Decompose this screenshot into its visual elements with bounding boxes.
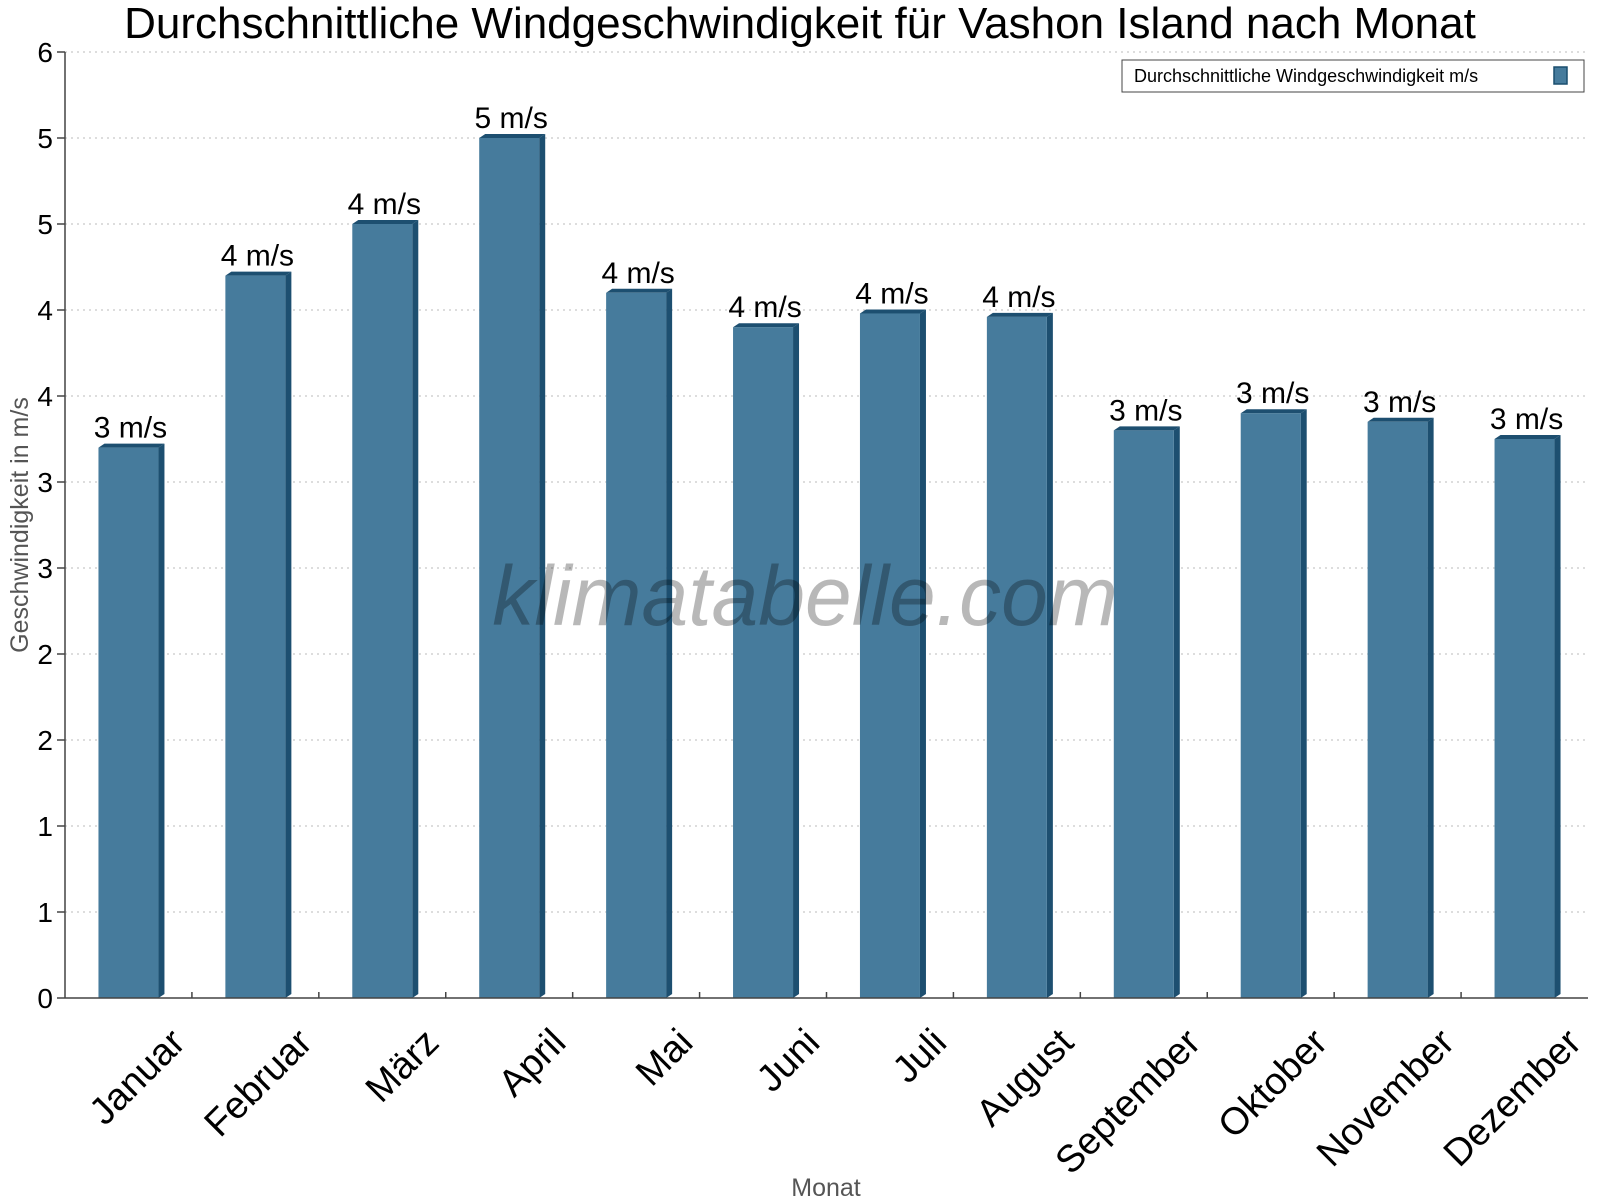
x-tick-label: August	[969, 1021, 1083, 1135]
data-label: 3 m/s	[1490, 403, 1563, 436]
x-tick-label: Januar	[82, 1021, 194, 1133]
legend-box	[1121, 59, 1585, 93]
bar-top	[98, 443, 165, 448]
bar-top	[733, 323, 800, 328]
bar-face	[606, 292, 667, 998]
data-label: 3 m/s	[1363, 386, 1436, 419]
y-tick-labels: 0 1 1 2 2 3 3 4 4 5 5 6	[37, 37, 53, 1014]
x-tick-label: März	[358, 1021, 447, 1110]
bar-face	[1113, 430, 1174, 998]
bar-side	[539, 134, 546, 998]
bar-side	[1554, 435, 1561, 998]
y-tick-label: 6	[37, 37, 53, 68]
y-tick-label: 4	[37, 381, 53, 412]
data-label: 4 m/s	[982, 281, 1055, 314]
y-tick-label: 2	[37, 725, 53, 756]
bar-top	[1113, 426, 1180, 431]
x-axis-label: Monat	[791, 1174, 861, 1200]
bar-side	[666, 288, 673, 998]
x-tick-label: Juli	[885, 1021, 955, 1091]
bar-side	[1427, 417, 1434, 998]
bar	[986, 312, 1053, 998]
bar-top	[479, 134, 546, 138]
legend-label: Durchschnittliche Windgeschwindigkeit m/…	[1134, 66, 1478, 86]
bar-face	[98, 447, 159, 999]
data-label: 4 m/s	[348, 188, 421, 221]
x-tick-label: Oktober	[1210, 1021, 1336, 1147]
bar-top	[859, 309, 926, 314]
bars	[98, 134, 1561, 999]
grid-lines	[65, 51, 1588, 913]
axes	[57, 51, 1588, 999]
bar-side	[793, 323, 800, 998]
x-tick-label: Februar	[197, 1021, 321, 1145]
x-tick-labels: Januar Februar März April Mai Juni Juli AugustS…	[82, 1021, 1590, 1182]
bar-face	[733, 327, 794, 998]
bar-top	[352, 220, 419, 224]
bar	[352, 220, 419, 998]
bar	[1494, 435, 1561, 998]
bar	[859, 309, 926, 998]
x-tick-label: Mai	[628, 1021, 701, 1094]
watermark: klimatabelle.com	[492, 549, 1118, 643]
data-labels: 3 m/s 4 m/s 4 m/s 5 m/s 4 m/s 4 m/s 4 m/s 4 m/s…	[94, 102, 1563, 445]
bar	[225, 271, 292, 999]
y-tick-label: 0	[37, 983, 53, 1014]
y-tick-label: 3	[37, 467, 53, 498]
bar-top	[225, 271, 292, 276]
bar-side	[1300, 409, 1307, 998]
bar	[98, 443, 165, 999]
bar-face	[479, 138, 540, 998]
bar-side	[919, 309, 926, 998]
y-tick-label: 1	[37, 897, 53, 928]
data-label: 3 m/s	[1109, 394, 1182, 427]
bar	[1240, 409, 1307, 998]
bar-side	[285, 271, 292, 999]
bar	[1367, 417, 1434, 998]
bar-side	[1046, 312, 1053, 998]
bar-top	[1240, 409, 1307, 414]
bar	[479, 134, 546, 998]
x-tick-label: November	[1309, 1021, 1463, 1175]
x-tick-label: Juni	[749, 1021, 828, 1100]
bar	[733, 323, 800, 998]
y-tick-label: 4	[37, 295, 53, 326]
x-tick-label: April	[491, 1021, 574, 1104]
y-tick-label: 5	[37, 123, 53, 154]
legend: Durchschnittliche Windgeschwindigkeit m/…	[1121, 59, 1585, 93]
bar-side	[158, 443, 165, 999]
data-label: 4 m/s	[728, 291, 801, 324]
data-label: 4 m/s	[601, 257, 674, 290]
y-axis-label: Geschwindigkeit in m/s	[6, 397, 34, 653]
y-tick-label: 3	[37, 553, 53, 584]
y-tick-label: 2	[37, 639, 53, 670]
bar-top	[1494, 435, 1561, 439]
data-label: 4 m/s	[855, 277, 928, 310]
bar	[1113, 426, 1180, 998]
bar-face	[352, 224, 413, 998]
data-label: 5 m/s	[475, 102, 548, 135]
data-label: 4 m/s	[221, 240, 294, 273]
y-tick-label: 5	[37, 209, 53, 240]
bar-side	[412, 220, 419, 998]
bar	[606, 288, 673, 998]
bar-top	[606, 288, 673, 293]
bar-face	[859, 313, 920, 998]
bar-top	[986, 312, 1053, 317]
bar-face	[225, 275, 286, 999]
y-tick-label: 1	[37, 811, 53, 842]
x-tick-label: Dezember	[1436, 1021, 1590, 1175]
data-label: 3 m/s	[94, 412, 167, 445]
bar-side	[1173, 426, 1180, 998]
data-label: 3 m/s	[1236, 377, 1309, 410]
bar-face	[1367, 421, 1428, 998]
bar-face	[986, 316, 1047, 998]
bar-face	[1240, 413, 1301, 998]
legend-swatch	[1553, 66, 1568, 85]
bar-top	[1367, 417, 1434, 422]
bar-face	[1494, 439, 1555, 998]
chart-title: Durchschnittliche Windgeschwindigkeit fü…	[124, 0, 1476, 48]
